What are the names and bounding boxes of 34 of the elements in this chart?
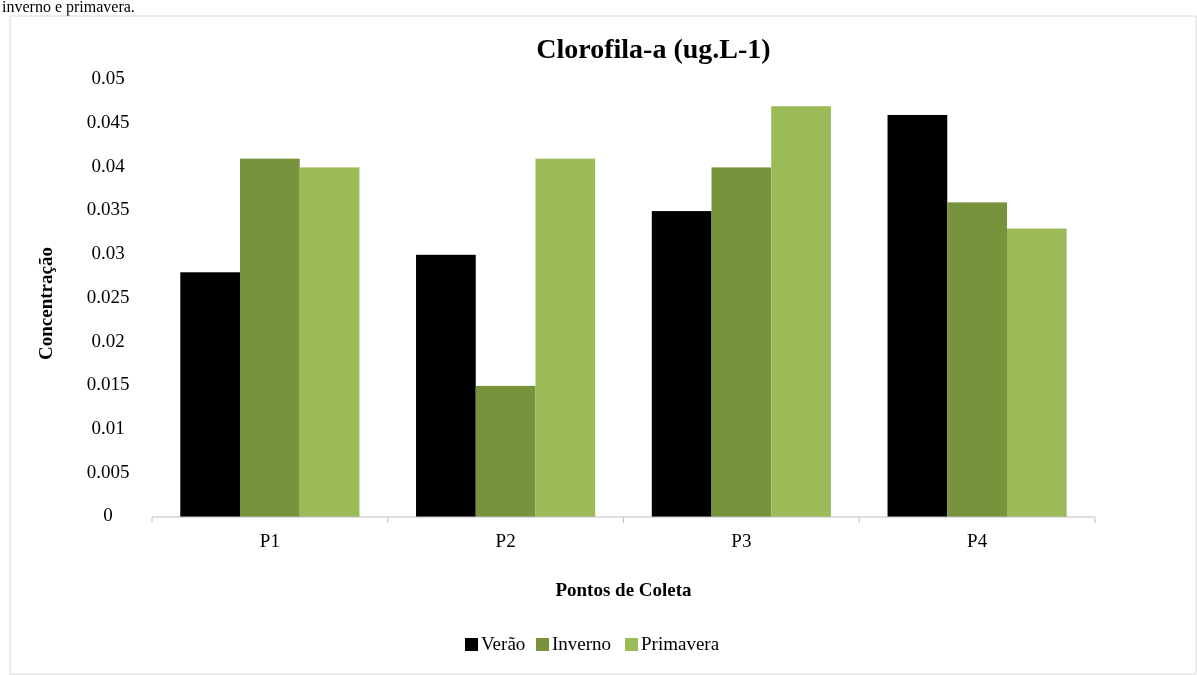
x-tick-label: P4 — [967, 530, 988, 551]
bar — [887, 114, 948, 517]
x-tick-label: P3 — [731, 530, 752, 551]
legend-label: Verão — [481, 633, 526, 654]
bar — [1006, 228, 1067, 517]
y-tick-label: 0.015 — [86, 373, 130, 395]
bar — [475, 385, 536, 517]
legend-label: Inverno — [552, 633, 612, 654]
y-tick-label: 0.04 — [91, 154, 126, 176]
bar — [771, 106, 831, 517]
y-tick-label: 0.045 — [86, 111, 130, 133]
bar — [416, 254, 476, 517]
x-tick-label: P2 — [495, 530, 516, 551]
y-tick-label: 0.01 — [91, 416, 125, 438]
bar — [299, 167, 360, 517]
y-tick-label: 0 — [103, 504, 113, 526]
y-tick-label: 0.05 — [91, 67, 125, 89]
y-tick-label: 0.035 — [86, 198, 130, 220]
y-tick-label: 0.03 — [91, 242, 125, 264]
bar — [651, 211, 712, 517]
y-tick-label: 0.005 — [86, 460, 130, 482]
bar — [947, 202, 1007, 517]
bar — [180, 272, 241, 517]
text: inverno e primavera. — [2, 0, 135, 16]
y-tick-label: 0.02 — [91, 329, 125, 351]
bar — [535, 158, 596, 517]
y-tick-label: 0.025 — [86, 285, 130, 307]
bar — [240, 158, 300, 517]
x-tick-label: P1 — [259, 530, 280, 551]
bar — [711, 167, 772, 517]
y-axis-title: Concentração — [35, 247, 56, 360]
legend-label: Primavera — [641, 633, 720, 654]
chart-title: Clorofila-a (ug.L-1) — [536, 33, 771, 64]
x-axis-title: Pontos de Coleta — [555, 579, 693, 600]
